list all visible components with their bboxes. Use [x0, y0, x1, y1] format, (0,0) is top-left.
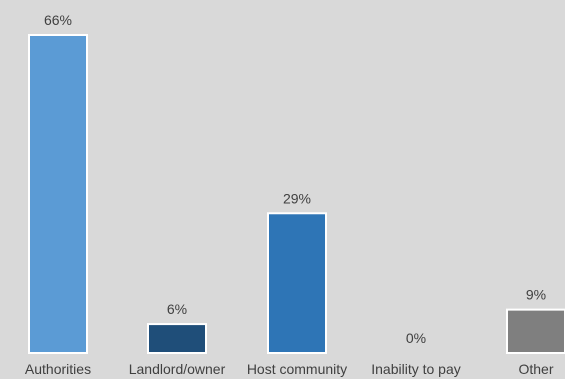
bar-landlord-owner	[147, 323, 207, 355]
data-label-inability-to-pay: 0%	[406, 330, 426, 346]
value-labels-layer: 66% 6% 29% 0% 9%	[44, 12, 546, 346]
tick-label-inability-to-pay: Inability to pay	[371, 361, 461, 377]
tick-label-landlord-owner: Landlord/owner	[129, 361, 226, 377]
data-label-authorities: 66%	[44, 12, 72, 28]
bar-authorities	[28, 34, 88, 354]
bar-host-community	[267, 212, 327, 354]
tick-label-authorities: Authorities	[25, 361, 91, 377]
category-labels-layer: Authorities Landlord/owner Host community I…	[25, 361, 554, 377]
data-label-landlord-owner: 6%	[167, 301, 187, 317]
tick-label-host-community: Host community	[247, 361, 347, 377]
data-label-other: 9%	[526, 287, 546, 303]
tick-label-other: Other	[518, 361, 553, 377]
bar-other	[506, 308, 565, 354]
data-label-host-community: 29%	[283, 190, 311, 206]
bars-layer	[28, 34, 565, 355]
